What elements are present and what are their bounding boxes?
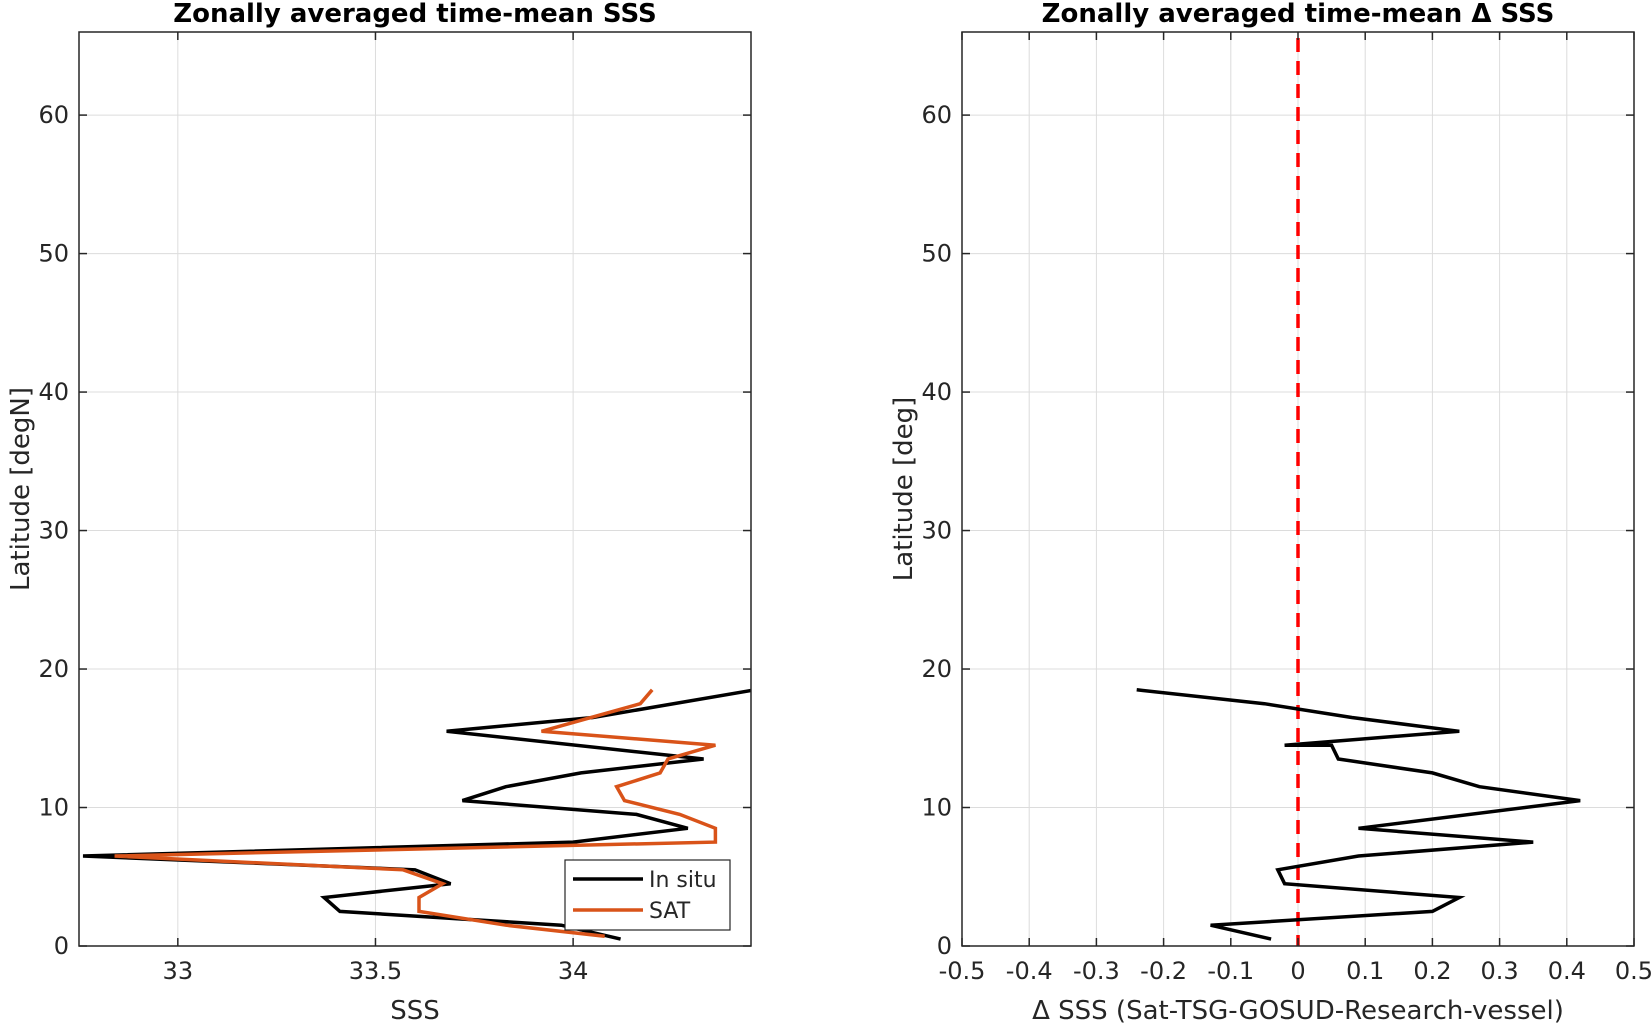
x-tick-label: -0.3 — [1073, 957, 1120, 985]
x-tick-label: 0.2 — [1413, 957, 1451, 985]
y-tick-label: 40 — [38, 378, 69, 406]
y-axis-label: Latitude [degN] — [6, 387, 36, 591]
x-tick-label: 0.4 — [1548, 957, 1586, 985]
y-tick-label: 20 — [38, 655, 69, 683]
x-axis-label: Δ SSS (Sat-TSG-GOSUD-Research-vessel) — [1032, 996, 1564, 1025]
x-tick-label: 0.3 — [1481, 957, 1519, 985]
left-panel-sss: 33 33.5 34 0 10 20 30 40 50 60 Zonally averaged ti… — [6, 0, 752, 1025]
axes-box — [78, 31, 752, 947]
x-tick-label: -0.5 — [939, 957, 986, 985]
y-tick-label: 20 — [921, 655, 952, 683]
y-tick-label: 30 — [921, 517, 952, 545]
chart-title: Zonally averaged time-mean SSS — [173, 0, 657, 29]
legend-box — [564, 859, 731, 931]
y-tick-label: 30 — [38, 517, 69, 545]
x-tick-label: 33.5 — [349, 957, 402, 985]
y-tick-label: 10 — [38, 794, 69, 822]
x-tick-label: -0.4 — [1006, 957, 1053, 985]
legend-label: SAT — [649, 899, 691, 924]
x-axis-label: SSS — [390, 996, 440, 1025]
y-tick-label: 0 — [937, 932, 952, 960]
legend-label: In situ — [649, 868, 717, 893]
x-tick-label: 0.1 — [1346, 957, 1384, 985]
series-line-delta-sss — [1136, 688, 1581, 941]
y-tick-label: 50 — [38, 240, 69, 268]
chart-title: Zonally averaged time-mean Δ SSS — [1042, 0, 1555, 29]
x-tick-label: 0 — [1290, 957, 1305, 985]
y-tick-label: 50 — [921, 240, 952, 268]
x-tick-label: 34 — [558, 957, 589, 985]
y-tick-label: 0 — [54, 932, 69, 960]
x-tick-label: 0.5 — [1615, 957, 1651, 985]
x-tick-label: 33 — [163, 957, 194, 985]
x-tick-label: -0.2 — [1140, 957, 1187, 985]
y-tick-label: 10 — [921, 794, 952, 822]
right-panel-delta-sss: -0.5 -0.4 -0.3 -0.2 -0.1 0 0.1 0.2 0.3 0.4 0.5 0 10 2… — [889, 0, 1651, 1025]
y-tick-label: 60 — [38, 101, 69, 129]
series-line-in-situ — [82, 688, 751, 941]
y-tick-label: 60 — [921, 101, 952, 129]
y-axis-label: Latitude [deg] — [889, 397, 919, 582]
legend: In situ SAT — [564, 859, 731, 931]
plot-area — [79, 32, 751, 946]
y-tick-label: 40 — [921, 378, 952, 406]
x-tick-label: -0.1 — [1207, 957, 1254, 985]
series-line-sat — [114, 688, 718, 939]
